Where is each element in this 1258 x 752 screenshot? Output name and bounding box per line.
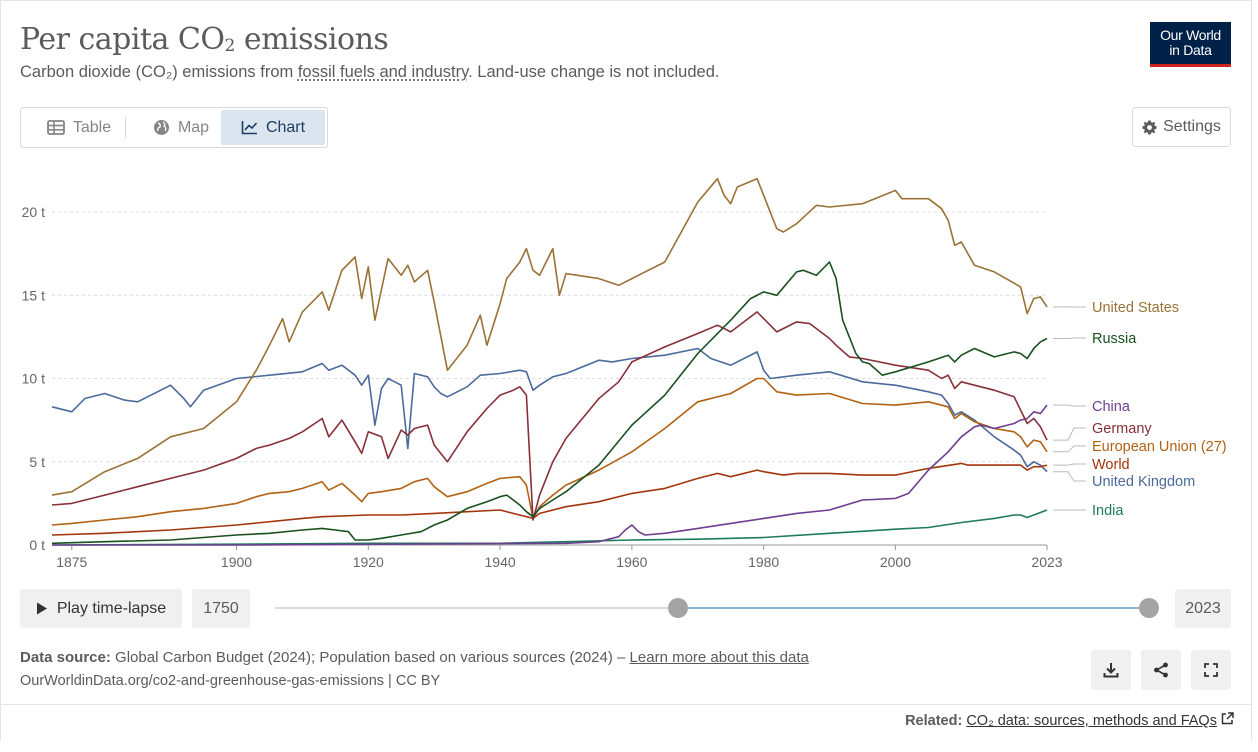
series-line-china [52, 404, 1048, 546]
owid-logo[interactable]: Our World in Data [1150, 22, 1231, 67]
fossil-fuels-link[interactable]: fossil fuels and industry [297, 63, 469, 81]
page-subtitle: Carbon dioxide (CO₂) emissions from foss… [20, 63, 720, 81]
series-line-united-states [51, 177, 1048, 496]
y-tick-label: 10 t [22, 371, 45, 387]
settings-button[interactable]: Settings [1132, 107, 1231, 147]
series-label: Germany [1092, 421, 1152, 437]
external-link-icon [1221, 712, 1234, 725]
x-tick-label: 1940 [485, 554, 516, 570]
play-icon [36, 602, 47, 615]
page-title: Per capita CO2 emissions [20, 22, 389, 57]
timeline-end-handle[interactable] [1139, 598, 1159, 618]
x-tick-label: 1920 [353, 554, 384, 570]
data-source: Data source: Global Carbon Budget (2024)… [20, 649, 809, 666]
series-line-world [51, 462, 1048, 536]
related-section: Related: CO₂ data: sources, methods and … [905, 712, 1234, 729]
expand-icon [1204, 663, 1218, 677]
source-url: OurWorldinData.org/co2-and-greenhouse-ga… [20, 673, 441, 689]
start-year-box[interactable]: 1750 [192, 589, 250, 628]
table-icon [46, 120, 65, 135]
series-line-united-kingdom [51, 347, 1048, 473]
share-button[interactable] [1141, 650, 1181, 690]
tab-divider [125, 117, 126, 138]
x-tick-label: 2000 [880, 554, 911, 570]
label-leader-line [1053, 471, 1086, 482]
view-tabs: Table Map Chart [20, 107, 328, 148]
label-leader-line [1053, 337, 1086, 339]
timeline-selected-range [677, 607, 1150, 609]
fullscreen-button[interactable] [1191, 650, 1231, 690]
line-chart: 0 t 5 t 10 t 15 t 20 t 1875 1900 1920 1940 1960 19… [22, 177, 1227, 570]
footer-divider [0, 704, 1252, 705]
series-label: European Union (27) [1092, 439, 1227, 455]
series-line-european-union-27 [51, 377, 1048, 526]
series-line-russia [51, 261, 1048, 545]
series-label: Russia [1092, 331, 1137, 347]
label-leader-line [1053, 445, 1086, 453]
globe-icon [153, 120, 169, 135]
x-tick-label: 1900 [221, 554, 252, 570]
learn-more-link[interactable]: Learn more about this data [629, 649, 809, 666]
x-tick-label: 1875 [56, 554, 87, 570]
y-tick-label: 20 t [22, 204, 45, 220]
x-tick-label: 2023 [1031, 554, 1062, 570]
y-tick-label: 15 t [22, 287, 45, 303]
tab-chart[interactable]: Chart [221, 110, 325, 145]
series-line-germany [51, 311, 1048, 521]
series-label: China [1092, 399, 1131, 415]
timeline-start-handle[interactable] [667, 598, 688, 618]
end-year-box[interactable]: 2023 [1175, 589, 1231, 628]
x-tick-label: 1980 [748, 554, 779, 570]
series-label: World [1092, 457, 1130, 473]
label-leader-line [1053, 463, 1086, 466]
download-button[interactable] [1091, 650, 1131, 690]
share-icon [1154, 662, 1168, 678]
gear-icon [1142, 119, 1157, 135]
y-tick-label: 0 t [29, 537, 45, 553]
play-timelapse-button[interactable]: Play time-lapse [20, 589, 182, 628]
x-tick-label: 1960 [616, 554, 647, 570]
y-tick-label: 5 t [29, 454, 45, 470]
series-label: United Kingdom [1092, 474, 1195, 490]
label-leader-line [1053, 404, 1086, 407]
tab-table[interactable]: Table [27, 110, 131, 145]
series-label: United States [1092, 300, 1179, 316]
chart-frame [0, 0, 1252, 740]
tab-map[interactable]: Map [133, 110, 229, 145]
download-icon [1103, 663, 1119, 678]
related-link[interactable]: CO₂ data: sources, methods and FAQs [966, 713, 1217, 729]
series-label: India [1092, 503, 1124, 519]
line-chart-icon [241, 121, 258, 135]
label-leader-line [1053, 427, 1086, 441]
